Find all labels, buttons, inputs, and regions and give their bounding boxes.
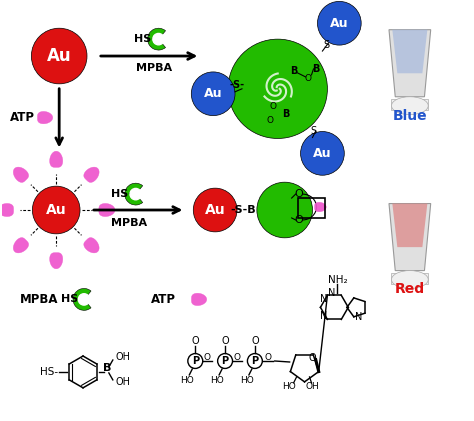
Text: Au: Au [313, 147, 332, 160]
Text: Blue: Blue [392, 109, 427, 123]
Circle shape [31, 28, 87, 84]
Text: ATP: ATP [151, 293, 175, 306]
Text: B: B [282, 109, 289, 119]
Text: NH₂: NH₂ [328, 274, 347, 285]
Text: B: B [312, 64, 319, 74]
Circle shape [257, 182, 312, 238]
Text: B: B [290, 66, 297, 76]
Circle shape [130, 189, 141, 200]
Polygon shape [389, 203, 431, 271]
Text: MPBA: MPBA [136, 63, 172, 73]
Text: P: P [251, 356, 258, 366]
Text: P: P [221, 356, 228, 366]
Text: HO: HO [181, 376, 194, 385]
Circle shape [301, 131, 344, 175]
Text: O: O [304, 75, 311, 83]
Wedge shape [73, 288, 91, 310]
Polygon shape [392, 203, 428, 247]
Text: HO: HO [210, 376, 224, 385]
Polygon shape [37, 112, 53, 124]
Text: Au: Au [46, 203, 66, 217]
Text: O: O [251, 336, 259, 346]
Text: -S-B: -S-B [230, 205, 256, 215]
Text: OH: OH [116, 352, 131, 362]
Text: O: O [264, 352, 271, 362]
Text: N: N [355, 312, 363, 322]
Text: P: P [191, 356, 199, 366]
Polygon shape [50, 151, 63, 167]
Circle shape [78, 294, 90, 305]
Text: Au: Au [205, 203, 226, 217]
Text: O: O [294, 189, 303, 199]
Text: -S-: -S- [229, 80, 245, 90]
Text: Au: Au [204, 87, 222, 100]
Text: ATP: ATP [9, 111, 35, 124]
Ellipse shape [392, 97, 428, 115]
Polygon shape [13, 237, 28, 253]
Text: Au: Au [47, 47, 72, 65]
Text: O: O [234, 352, 240, 362]
Text: MPBA: MPBA [19, 293, 58, 306]
Circle shape [188, 354, 203, 368]
Text: O: O [221, 336, 229, 346]
Text: O: O [204, 352, 211, 362]
Polygon shape [392, 30, 428, 73]
Text: O: O [294, 215, 303, 225]
Text: OH: OH [306, 382, 319, 392]
Bar [392, 99, 428, 110]
Text: HS-: HS- [134, 34, 155, 44]
Wedge shape [125, 183, 143, 205]
Text: O: O [191, 336, 199, 346]
Text: N: N [320, 294, 327, 304]
Circle shape [247, 354, 262, 368]
Text: MPBA: MPBA [111, 218, 147, 228]
Text: HS-: HS- [61, 294, 83, 304]
Circle shape [191, 72, 235, 116]
Circle shape [228, 39, 328, 139]
Polygon shape [0, 203, 14, 216]
Circle shape [193, 188, 237, 232]
Text: O: O [266, 116, 273, 125]
Circle shape [32, 186, 80, 234]
Wedge shape [147, 28, 165, 50]
Text: N: N [328, 288, 335, 298]
Text: O: O [269, 102, 276, 111]
Ellipse shape [392, 271, 428, 288]
Text: HS-: HS- [111, 189, 133, 199]
Bar [298, 198, 326, 218]
Bar [392, 273, 428, 284]
Text: Red: Red [395, 282, 425, 296]
Text: S: S [310, 125, 317, 136]
Polygon shape [389, 30, 431, 97]
Text: B: B [103, 363, 111, 373]
Polygon shape [99, 203, 115, 216]
Text: HS-: HS- [40, 367, 58, 377]
Circle shape [153, 33, 164, 45]
Text: HO: HO [240, 376, 254, 385]
Text: HO: HO [282, 382, 295, 392]
Polygon shape [50, 253, 63, 269]
Circle shape [218, 354, 233, 368]
Polygon shape [191, 293, 207, 306]
Text: OH: OH [116, 377, 131, 387]
Circle shape [318, 1, 361, 45]
Polygon shape [84, 167, 99, 182]
Polygon shape [13, 167, 28, 182]
Text: Au: Au [330, 17, 348, 30]
Polygon shape [315, 203, 326, 212]
Polygon shape [84, 237, 99, 253]
Text: O: O [309, 353, 316, 363]
Text: N: N [320, 311, 327, 321]
Text: S: S [323, 40, 329, 50]
